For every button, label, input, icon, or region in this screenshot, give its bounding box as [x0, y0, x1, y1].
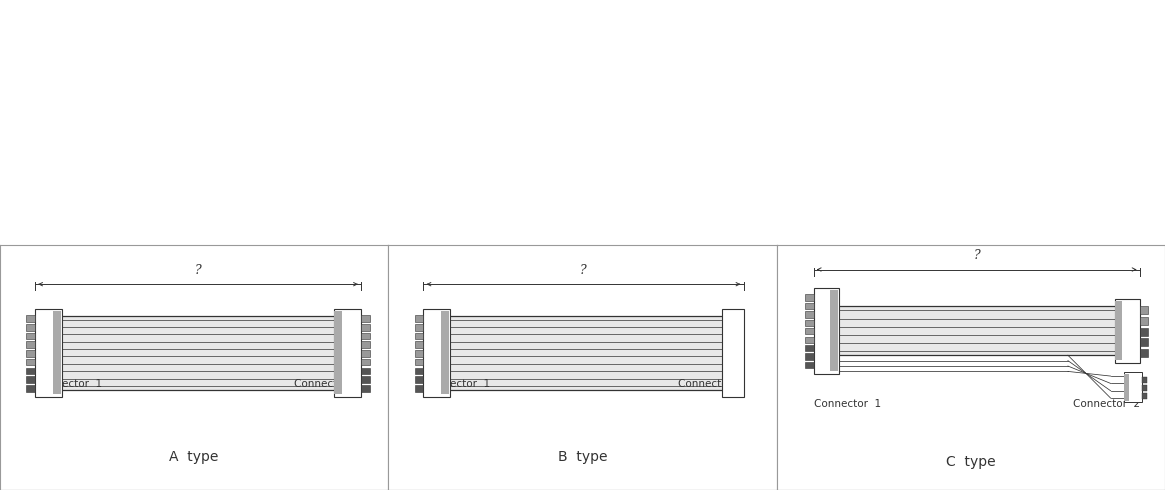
- Text: A  type: A type: [169, 450, 219, 464]
- Bar: [805, 303, 813, 309]
- Text: C  type: C type: [946, 455, 996, 468]
- Bar: [805, 319, 813, 326]
- Bar: [35, 309, 62, 397]
- Bar: [27, 368, 35, 374]
- Bar: [805, 294, 813, 301]
- Bar: [361, 385, 369, 392]
- Bar: [1139, 349, 1149, 357]
- Bar: [27, 376, 35, 383]
- Bar: [52, 311, 61, 394]
- Bar: [361, 350, 369, 357]
- Bar: [415, 385, 423, 392]
- Bar: [829, 290, 838, 371]
- Bar: [722, 309, 743, 397]
- Bar: [415, 350, 423, 357]
- Bar: [1142, 385, 1148, 391]
- Bar: [27, 315, 35, 322]
- Bar: [27, 350, 35, 357]
- Text: Connector  1: Connector 1: [35, 379, 103, 389]
- Bar: [415, 333, 423, 339]
- Bar: [27, 359, 35, 366]
- Bar: [1142, 393, 1148, 399]
- Bar: [361, 324, 369, 331]
- Bar: [415, 315, 423, 322]
- Bar: [361, 359, 369, 366]
- Text: Connector  2: Connector 2: [678, 379, 746, 389]
- Bar: [361, 342, 369, 348]
- Bar: [839, 306, 1115, 355]
- Bar: [1115, 299, 1139, 363]
- Bar: [813, 288, 839, 373]
- Bar: [1139, 338, 1149, 346]
- Bar: [805, 353, 813, 360]
- Bar: [440, 311, 449, 394]
- Bar: [27, 324, 35, 331]
- Text: Connector  1: Connector 1: [813, 399, 881, 409]
- Text: B  type: B type: [558, 450, 607, 464]
- Bar: [361, 376, 369, 383]
- Bar: [423, 309, 451, 397]
- Bar: [334, 309, 361, 397]
- Bar: [361, 333, 369, 339]
- Text: ?: ?: [580, 264, 587, 277]
- Bar: [805, 311, 813, 318]
- Text: ?: ?: [195, 264, 202, 277]
- Bar: [805, 362, 813, 368]
- Bar: [415, 359, 423, 366]
- Bar: [415, 376, 423, 383]
- Bar: [27, 333, 35, 339]
- Bar: [27, 342, 35, 348]
- Bar: [1139, 317, 1149, 325]
- Bar: [805, 345, 813, 351]
- Bar: [415, 324, 423, 331]
- Bar: [1139, 327, 1149, 336]
- Text: Connector  2: Connector 2: [294, 379, 361, 389]
- Bar: [361, 368, 369, 374]
- Bar: [1124, 372, 1142, 402]
- Bar: [1142, 377, 1148, 383]
- Bar: [415, 368, 423, 374]
- Bar: [62, 316, 334, 390]
- Bar: [415, 342, 423, 348]
- Bar: [1124, 373, 1129, 401]
- Bar: [805, 337, 813, 343]
- Text: Connector  1: Connector 1: [423, 379, 490, 389]
- Text: Connector  2: Connector 2: [1073, 399, 1139, 409]
- Bar: [1115, 301, 1122, 360]
- Bar: [451, 316, 722, 390]
- Bar: [361, 315, 369, 322]
- Bar: [805, 328, 813, 335]
- Bar: [27, 385, 35, 392]
- Bar: [1139, 306, 1149, 314]
- Text: ?: ?: [973, 249, 980, 262]
- Bar: [334, 311, 343, 394]
